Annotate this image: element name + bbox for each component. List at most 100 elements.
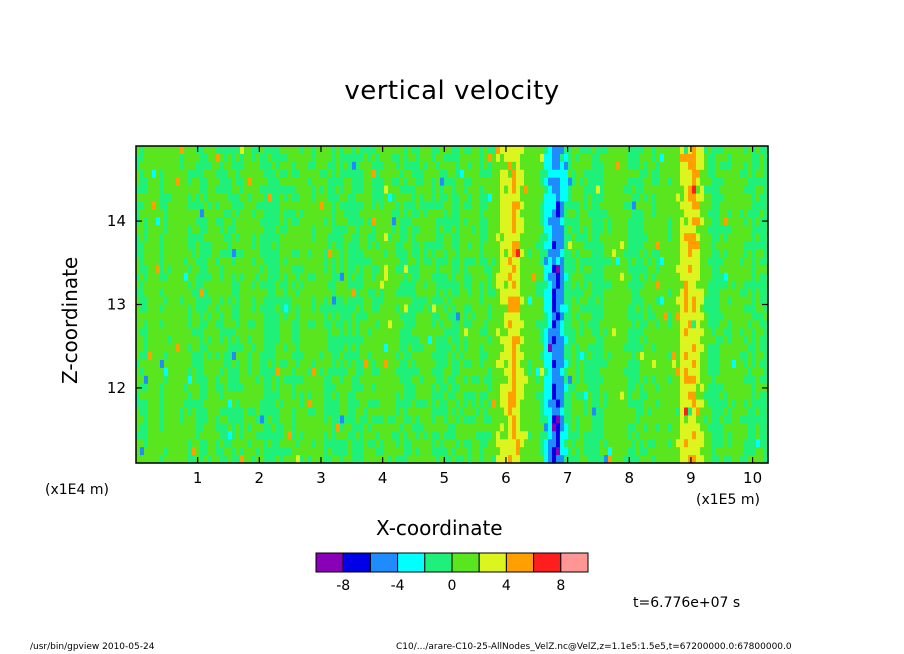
heatmap-cell (136, 423, 141, 432)
heatmap-cell (236, 328, 241, 337)
heatmap-cell (360, 177, 365, 187)
heatmap-cell (396, 146, 401, 155)
heatmap-cell (340, 407, 345, 417)
heatmap-cell (232, 241, 237, 250)
heatmap-cell (512, 359, 517, 369)
heatmap-cell (572, 280, 577, 290)
heatmap-cell (320, 288, 325, 298)
heatmap-cell (208, 312, 213, 321)
heatmap-cell (336, 391, 341, 401)
heatmap-cell (156, 177, 161, 187)
heatmap-cell (460, 312, 465, 321)
heatmap-cell (356, 288, 361, 298)
heatmap-cell (580, 225, 585, 234)
heatmap-cell (144, 304, 149, 314)
heatmap-cell (216, 407, 221, 417)
heatmap-cell (288, 328, 293, 337)
heatmap-cell (496, 455, 501, 464)
heatmap-cell (628, 256, 633, 266)
heatmap-cell (340, 209, 345, 218)
heatmap-cell (424, 320, 429, 329)
heatmap-cell (168, 328, 173, 337)
heatmap-cell (580, 217, 585, 226)
heatmap-cell (596, 312, 601, 321)
heatmap-cell (408, 415, 413, 424)
heatmap-cell (424, 375, 429, 385)
heatmap-cell (164, 423, 169, 432)
heatmap-cell (292, 304, 297, 314)
heatmap-cell (180, 336, 185, 345)
heatmap-cell (592, 447, 597, 456)
heatmap-cell (364, 209, 369, 218)
heatmap-cell (476, 161, 481, 171)
heatmap-cell (456, 431, 461, 440)
heatmap-cell (148, 359, 153, 369)
heatmap-cell (192, 185, 197, 195)
heatmap-cell (592, 312, 597, 321)
heatmap-cell (216, 288, 221, 298)
heatmap-cell (224, 193, 229, 203)
heatmap-cell (332, 447, 337, 456)
heatmap-cell (220, 185, 225, 195)
heatmap-cell (616, 177, 621, 187)
heatmap-cell (244, 439, 249, 448)
heatmap-cell (456, 336, 461, 345)
heatmap-cell (436, 336, 441, 345)
heatmap-cell (264, 256, 269, 266)
heatmap-cell (152, 344, 157, 353)
heatmap-cell (568, 272, 573, 282)
heatmap-cell (416, 280, 421, 290)
heatmap-cell (380, 320, 385, 329)
heatmap-cell (224, 161, 229, 171)
heatmap-cell (476, 264, 481, 274)
heatmap-cell (220, 241, 225, 250)
heatmap-cell (436, 201, 441, 210)
heatmap-cell (280, 304, 285, 314)
heatmap-cell (236, 391, 241, 401)
heatmap-cell (236, 217, 241, 226)
heatmap-cell (624, 336, 629, 345)
heatmap-cell (260, 312, 265, 321)
heatmap-cell (492, 249, 497, 258)
heatmap-cell (232, 185, 237, 195)
heatmap-cell (408, 296, 413, 306)
heatmap-cell (580, 177, 585, 187)
heatmap-cell (372, 312, 377, 321)
heatmap-cell (480, 391, 485, 401)
heatmap-cell (532, 241, 537, 250)
heatmap-cell (252, 328, 257, 337)
heatmap-cell (296, 447, 301, 456)
heatmap-cell (620, 423, 625, 432)
heatmap-cell (284, 146, 289, 155)
heatmap-cell (536, 304, 541, 314)
heatmap-cell (316, 336, 321, 345)
heatmap-cell (268, 296, 273, 306)
heatmap-cell (140, 217, 145, 226)
heatmap-cell (240, 177, 245, 187)
heatmap-cell (184, 272, 189, 282)
heatmap-cell (576, 288, 581, 298)
heatmap-cell (420, 146, 425, 155)
heatmap-cell (412, 367, 417, 377)
heatmap-cell (568, 447, 573, 456)
heatmap-cell (416, 447, 421, 456)
heatmap-cell (508, 383, 513, 393)
heatmap-cell (504, 439, 509, 448)
heatmap-cell (320, 217, 325, 226)
heatmap-cell (564, 185, 569, 195)
heatmap-cell (288, 352, 293, 361)
heatmap-cell (596, 423, 601, 432)
heatmap-cell (140, 177, 145, 187)
heatmap-cell (300, 153, 305, 163)
heatmap-cell (544, 352, 549, 361)
heatmap-cell (240, 415, 245, 424)
heatmap-cell (536, 352, 541, 361)
heatmap-cell (208, 375, 213, 385)
heatmap-cell (356, 415, 361, 424)
heatmap-cell (440, 431, 445, 440)
heatmap-cell (452, 431, 457, 440)
heatmap-cell (452, 336, 457, 345)
heatmap-cell (444, 431, 449, 440)
heatmap-cell (504, 359, 509, 369)
heatmap-cell (484, 217, 489, 226)
